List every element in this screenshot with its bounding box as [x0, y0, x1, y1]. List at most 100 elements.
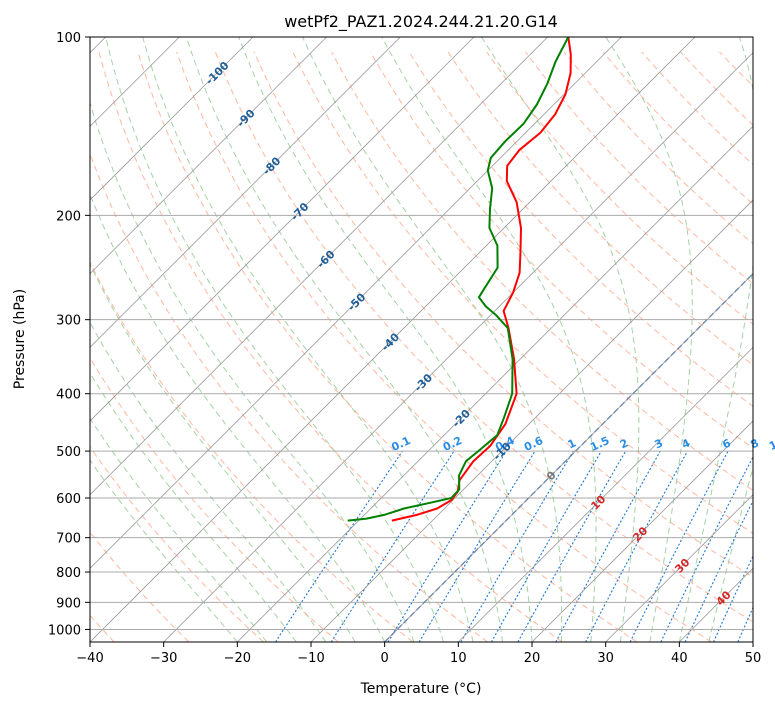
- isotherm-label: -80: [260, 154, 283, 177]
- skewed-isotherm: [90, 37, 327, 275]
- mixing-ratio-lines: [275, 450, 775, 642]
- mixing-ratio-label: 1: [566, 436, 578, 451]
- mixing-ratio-label: 8: [748, 436, 760, 451]
- skewed-isotherm: [384, 273, 753, 642]
- moist-adiabat: [90, 263, 356, 642]
- skewed-isotherm: [90, 37, 696, 642]
- in-plot-labels: 0.10.20.40.611.52346810131620253036-100-…: [203, 59, 775, 609]
- dry-adiabat: [447, 51, 753, 366]
- skewed-isotherm: [90, 37, 548, 496]
- dry-adiabat: [486, 51, 753, 325]
- x-tick-label: 10: [450, 651, 467, 666]
- dry-adiabat: [137, 51, 638, 642]
- y-tick-label: 1000: [48, 623, 81, 638]
- y-tick-label: 200: [56, 209, 81, 224]
- y-tick-label: 800: [56, 566, 81, 581]
- chart-title: wetPf2_PAZ1.2024.244.21.20.G14: [284, 12, 558, 32]
- isotherm-label: 30: [672, 556, 692, 576]
- moist-adiabat: [105, 37, 445, 642]
- x-tick-label: 50: [745, 651, 762, 666]
- dry-adiabat: [331, 51, 753, 491]
- moist-adiabats: [90, 37, 753, 642]
- skewed-isotherm: [90, 37, 475, 422]
- mixing-ratio-line: [387, 450, 507, 642]
- skewed-isotherm: [90, 37, 622, 569]
- moist-adiabat: [142, 37, 474, 642]
- y-tick-label: 500: [56, 445, 81, 460]
- profile-lines: [347, 37, 572, 522]
- mixing-ratio-label: 3: [653, 436, 665, 451]
- isotherm-label: -50: [345, 290, 368, 313]
- mixing-ratio-line: [629, 450, 729, 642]
- moist-adiabat: [605, 37, 693, 642]
- moist-adiabat: [481, 37, 640, 642]
- moist-adiabat: [90, 417, 268, 642]
- mixing-ratio-label: 4: [680, 436, 693, 451]
- dry-adiabat: [525, 51, 753, 285]
- x-tick-label: −30: [150, 651, 177, 666]
- moist-adiabat: [90, 193, 386, 642]
- dry-adiabat: [90, 356, 339, 642]
- x-tick-label: −20: [224, 651, 251, 666]
- y-axis-ticks: 100 200 300 400 500 600 700 800 900 1000: [48, 31, 90, 638]
- isotherm-label: -30: [412, 371, 435, 394]
- mixing-ratio-line: [660, 455, 753, 642]
- mixing-ratio-line: [766, 451, 775, 642]
- dry-adiabat: [176, 51, 712, 642]
- x-tick-label: −40: [76, 651, 103, 666]
- skewed-isotherm: [237, 125, 753, 642]
- dry-adiabat: [214, 51, 753, 623]
- y-axis-label: Pressure (hPa): [12, 289, 28, 389]
- mixing-ratio-line: [418, 450, 536, 642]
- zero-degree-isotherm: [384, 272, 753, 642]
- moist-adiabat: [381, 37, 597, 642]
- skewed-isotherm: [531, 420, 753, 642]
- isotherm-label: -60: [314, 248, 337, 271]
- isotherm-label: -70: [288, 200, 311, 223]
- plot-area: [90, 37, 775, 642]
- mixing-ratio-line: [330, 450, 455, 642]
- dry-adiabat: [408, 51, 753, 407]
- isotherm-label: -90: [234, 106, 257, 129]
- skewed-isotherm: [90, 37, 254, 201]
- moist-adiabat: [90, 372, 297, 642]
- skewed-isotherm: [458, 346, 753, 642]
- dry-adiabat: [90, 531, 190, 642]
- dry-adiabat: [758, 52, 775, 642]
- mixing-ratio-line: [684, 499, 753, 642]
- dry-adiabat: [641, 51, 753, 166]
- y-tick-label: 700: [56, 532, 81, 547]
- dry-adiabat: [90, 152, 488, 642]
- plot-frame: [89, 36, 754, 643]
- mixing-ratio-label: 10: [767, 435, 775, 453]
- dry-adiabats: [90, 51, 775, 642]
- mixing-ratio-line: [517, 450, 627, 642]
- moist-adiabat: [678, 37, 753, 642]
- y-tick-label: 300: [56, 314, 81, 329]
- dry-adiabat: [98, 51, 563, 642]
- isotherm-label: 40: [714, 588, 734, 608]
- y-tick-label: 900: [56, 596, 81, 611]
- skewed-isotherm: [752, 641, 753, 642]
- skewed-isotherm: [310, 199, 753, 642]
- zero-isotherm: [384, 272, 753, 642]
- skewed-isotherm: [605, 494, 753, 642]
- dry-adiabat: [680, 51, 753, 126]
- y-tick-label: 400: [56, 388, 81, 403]
- skewed-isotherm: [90, 37, 401, 348]
- x-tick-label: 40: [671, 651, 688, 666]
- mixing-ratio-line: [585, 450, 688, 642]
- isotherm-label: 10: [588, 492, 608, 512]
- x-tick-label: 30: [597, 651, 614, 666]
- dry-adiabat: [369, 51, 753, 449]
- isotherm-label: -100: [203, 59, 232, 88]
- dry-adiabat: [602, 51, 753, 205]
- moist-adiabat: [708, 465, 753, 642]
- skewed-isotherm: [163, 52, 753, 642]
- x-axis-label: Temperature (°C): [360, 681, 482, 697]
- dry-adiabat: [719, 51, 753, 87]
- dry-adiabat: [563, 51, 753, 245]
- y-tick-label: 600: [56, 492, 81, 507]
- isotherm-label: -40: [379, 330, 402, 353]
